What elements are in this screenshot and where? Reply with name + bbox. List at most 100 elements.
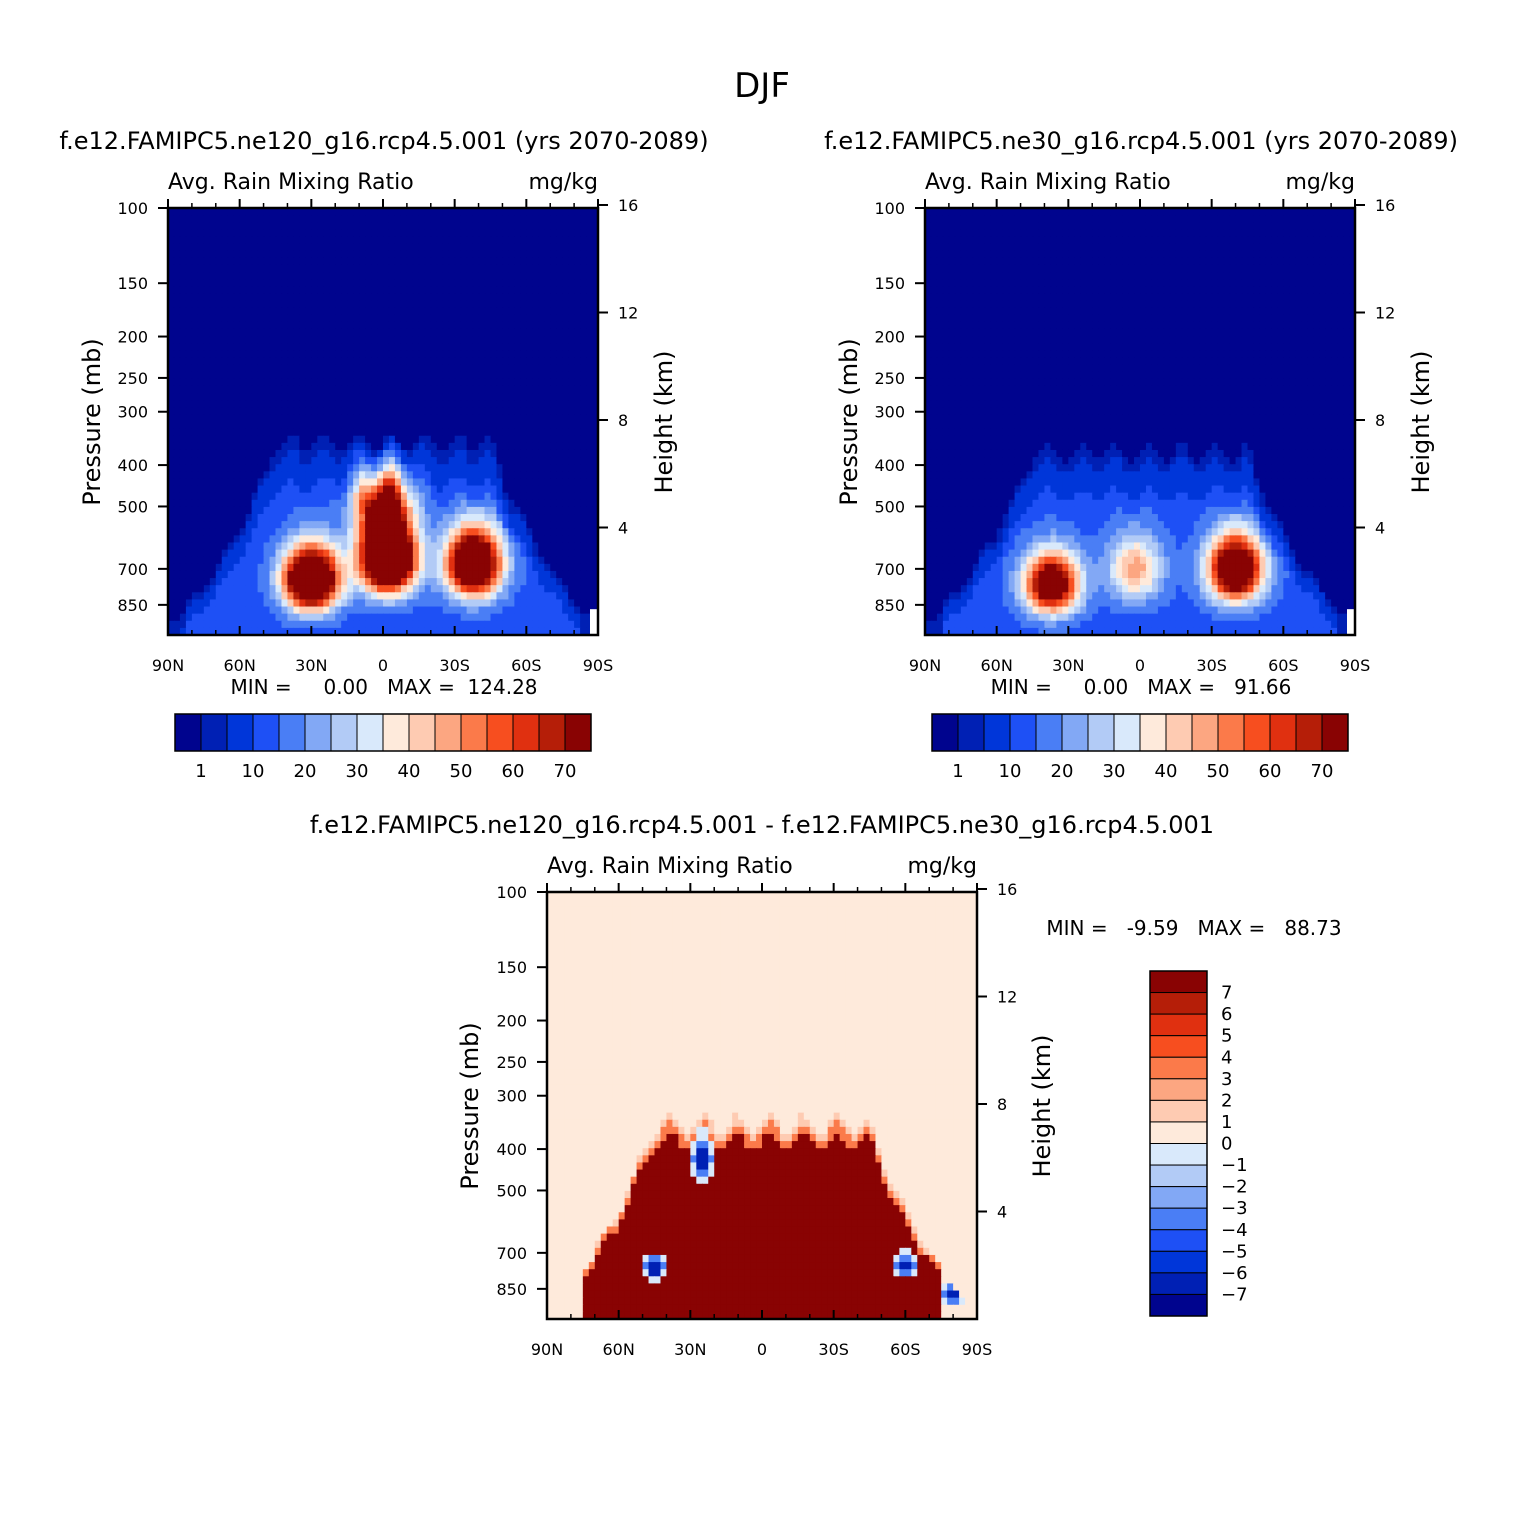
field-cell [180, 450, 187, 458]
field-cell [192, 265, 199, 273]
field-cell [473, 372, 480, 380]
field-cell [1062, 229, 1069, 237]
field-cell [413, 436, 420, 444]
field-cell [210, 486, 217, 494]
field-cell [1176, 236, 1183, 244]
field-cell [329, 286, 336, 294]
field-cell [544, 578, 551, 586]
field-cell [473, 407, 480, 415]
field-cell [174, 457, 181, 465]
field-cell [467, 286, 474, 294]
field-cell [210, 236, 217, 244]
field-cell [371, 471, 378, 479]
field-cell [281, 585, 288, 593]
field-cell [287, 521, 294, 529]
field-cell [550, 571, 557, 579]
field-cell [180, 229, 187, 237]
field-cell [532, 450, 539, 458]
field-cell [287, 343, 294, 351]
field-cell [335, 571, 342, 579]
field-cell [222, 251, 229, 259]
field-cell [520, 578, 527, 586]
field-cell [186, 329, 193, 337]
field-cell [198, 336, 205, 344]
field-cell [502, 478, 509, 486]
field-cell [234, 336, 241, 344]
field-cell [574, 258, 581, 266]
field-cell [544, 236, 551, 244]
field-cell [234, 400, 241, 408]
field-cell [538, 329, 545, 337]
field-cell [228, 236, 235, 244]
field-cell [449, 258, 456, 266]
field-cell [461, 336, 468, 344]
field-cell [228, 493, 235, 501]
field-cell [580, 357, 587, 365]
field-cell [186, 578, 193, 586]
field-cell [192, 457, 199, 465]
field-cell [383, 222, 390, 230]
field-cell [496, 471, 503, 479]
field-cell [365, 436, 372, 444]
field-cell [377, 414, 384, 422]
field-cell [192, 429, 199, 437]
field-cell [937, 244, 944, 252]
field-cell [365, 400, 372, 408]
field-cell [467, 279, 474, 287]
field-cell [287, 272, 294, 280]
field-cell [580, 614, 587, 622]
field-cell [353, 578, 360, 586]
field-cell [234, 478, 241, 486]
field-cell [514, 578, 521, 586]
field-cell [473, 315, 480, 323]
field-cell [264, 614, 271, 622]
field-cell [419, 236, 426, 244]
x-tick-label: 0 [378, 656, 388, 675]
field-cell [246, 329, 253, 337]
field-cell [341, 222, 348, 230]
field-cell [192, 301, 199, 309]
field-cell [252, 614, 259, 622]
field-cell [174, 400, 181, 408]
field-cell [317, 343, 324, 351]
field-cell [323, 386, 330, 394]
field-cell [293, 322, 300, 330]
field-cell [276, 272, 283, 280]
field-cell [264, 286, 271, 294]
field-cell [514, 350, 521, 358]
field-cell [287, 379, 294, 387]
field-cell [311, 429, 318, 437]
field-cell [568, 400, 575, 408]
field-cell [395, 265, 402, 273]
field-cell [383, 414, 390, 422]
field-cell [485, 507, 492, 515]
field-cell [586, 393, 593, 401]
field-cell [568, 585, 575, 593]
field-cell [258, 265, 265, 273]
field-cell [305, 450, 312, 458]
field-cell [461, 443, 468, 451]
field-cell [473, 279, 480, 287]
field-cell [389, 535, 396, 543]
field-cell [443, 301, 450, 309]
field-cell [204, 322, 211, 330]
field-cell [347, 279, 354, 287]
field-cell [443, 493, 450, 501]
field-cell [359, 521, 366, 529]
field-cell [1277, 236, 1284, 244]
field-cell [210, 542, 217, 550]
field-cell [413, 621, 420, 629]
field-cell [258, 293, 265, 301]
field-cell [371, 258, 378, 266]
colorbar-box [253, 714, 279, 751]
field-cell [1056, 244, 1063, 252]
field-cell [550, 343, 557, 351]
field-cell [461, 471, 468, 479]
field-cell [1044, 236, 1051, 244]
field-cell [461, 272, 468, 280]
field-cell [485, 414, 492, 422]
field-cell [467, 229, 474, 237]
field-cell [240, 578, 247, 586]
field-cell [377, 372, 384, 380]
field-cell [234, 514, 241, 522]
